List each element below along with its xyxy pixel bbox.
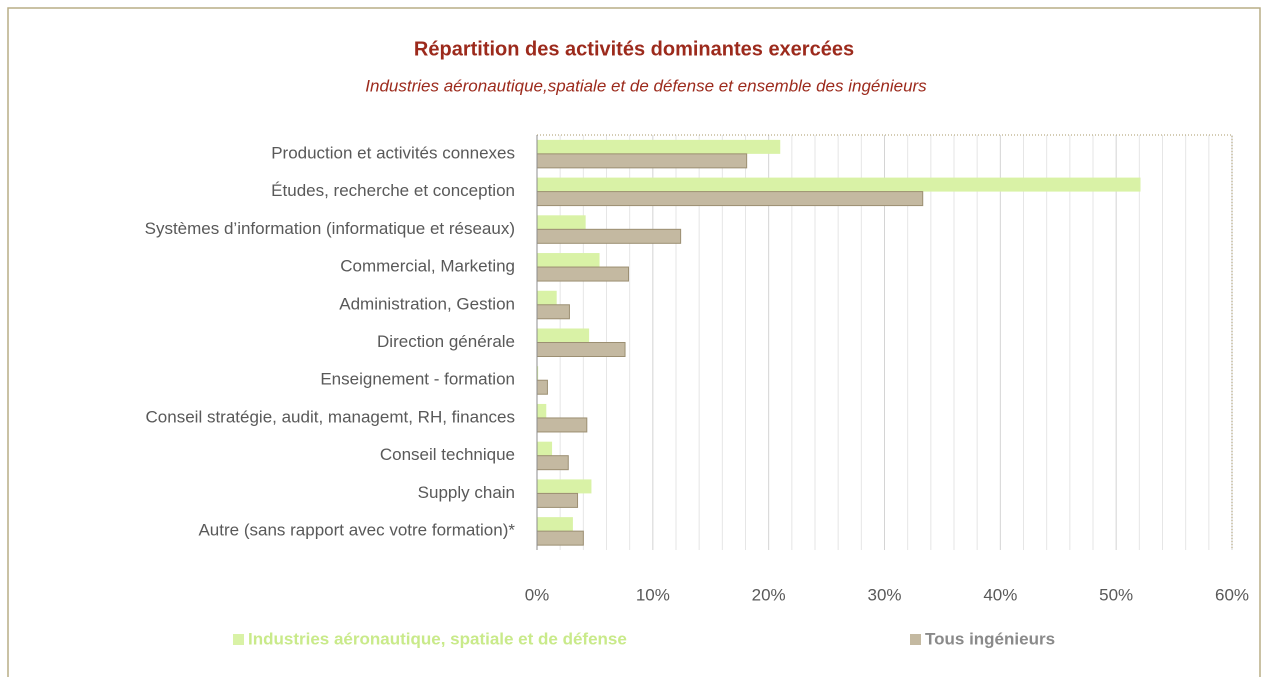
y-tick-label: Autre (sans rapport avec votre formation… bbox=[198, 521, 515, 540]
bar bbox=[536, 417, 588, 433]
x-tick-label: 0% bbox=[525, 585, 550, 604]
bar bbox=[537, 177, 1141, 192]
y-tick-label: Conseil stratégie, audit, managemt, RH, … bbox=[146, 407, 515, 426]
bar bbox=[536, 228, 682, 244]
y-tick-label: Administration, Gestion bbox=[339, 294, 515, 313]
bar bbox=[536, 455, 569, 471]
y-tick-label: Conseil technique bbox=[380, 445, 515, 464]
y-tick-label: Enseignement - formation bbox=[320, 370, 515, 389]
y-tick-label: Supply chain bbox=[418, 483, 515, 502]
bar bbox=[537, 366, 539, 381]
bar bbox=[537, 517, 573, 532]
bar bbox=[537, 215, 586, 230]
x-tick-label: 60% bbox=[1215, 585, 1249, 604]
bar bbox=[537, 290, 557, 305]
legend-label: Industries aéronautique, spatiale et de … bbox=[248, 629, 627, 648]
y-tick-label: Commercial, Marketing bbox=[340, 257, 515, 276]
bar bbox=[536, 530, 584, 546]
bar bbox=[537, 403, 547, 418]
chart-title: Répartition des activités dominantes exe… bbox=[414, 38, 854, 60]
bar bbox=[537, 441, 553, 456]
legend-swatch bbox=[233, 634, 244, 645]
bar bbox=[536, 342, 626, 357]
bar bbox=[536, 492, 579, 508]
y-tick-label: Direction générale bbox=[377, 332, 515, 351]
x-tick-label: 40% bbox=[983, 585, 1017, 604]
x-tick-label: 30% bbox=[867, 585, 901, 604]
legend-label: Tous ingénieurs bbox=[925, 629, 1055, 648]
bar bbox=[537, 253, 600, 268]
plot-border bbox=[537, 134, 1233, 550]
x-tick-label: 10% bbox=[636, 585, 670, 604]
bar bbox=[536, 153, 748, 169]
bar bbox=[536, 191, 924, 207]
y-tick-label: Études, recherche et conception bbox=[271, 181, 515, 200]
y-tick-label: Production et activités connexes bbox=[271, 143, 515, 162]
chart-frame bbox=[7, 7, 1261, 677]
x-tick-label: 50% bbox=[1099, 585, 1133, 604]
legend-swatch bbox=[910, 634, 921, 645]
y-tick-label: Systèmes d’information (informatique et … bbox=[145, 219, 515, 238]
x-tick-label: 20% bbox=[752, 585, 786, 604]
bar bbox=[537, 139, 781, 154]
bar bbox=[536, 379, 548, 395]
bar bbox=[537, 479, 592, 494]
chart-subtitle: Industries aéronautique,spatiale et de d… bbox=[365, 76, 927, 95]
bar bbox=[536, 304, 570, 320]
bar bbox=[536, 266, 630, 282]
bar bbox=[537, 328, 590, 343]
